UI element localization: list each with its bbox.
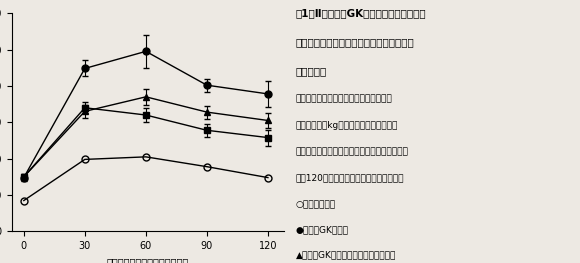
Text: ースを体重（kg）当たり２ｇ腔腔内投与: ースを体重（kg）当たり２ｇ腔腔内投与 xyxy=(296,121,398,130)
Text: ▲糖尿病GKラット（ウンシュウミカン: ▲糖尿病GKラット（ウンシュウミカン xyxy=(296,250,396,259)
Text: 予防効果）: 予防効果） xyxy=(296,66,327,76)
Text: ●糖尿病GKラット: ●糖尿病GKラット xyxy=(296,225,349,234)
Text: 図1　Ⅱ型糖尿病GKラットの聃糖能に及ぼ: 図1 Ⅱ型糖尿病GKラットの聃糖能に及ぼ xyxy=(296,8,426,18)
Text: 及び120分後に測定することにより評価。: 及び120分後に測定することにより評価。 xyxy=(296,174,404,183)
Text: すウンシュウミカンの効果（糖尿病の発症: すウンシュウミカンの効果（糖尿病の発症 xyxy=(296,37,415,47)
Text: し、投与後の血糖値の上昇を３０，６０，９０: し、投与後の血糖値の上昇を３０，６０，９０ xyxy=(296,147,409,156)
Text: ○正常ラット群: ○正常ラット群 xyxy=(296,200,336,209)
Text: 聃糖能は、１晩絶食させた後、グルコ: 聃糖能は、１晩絶食させた後、グルコ xyxy=(296,95,393,104)
X-axis label: グルコース投与後の時間（分）: グルコース投与後の時間（分） xyxy=(107,257,189,263)
